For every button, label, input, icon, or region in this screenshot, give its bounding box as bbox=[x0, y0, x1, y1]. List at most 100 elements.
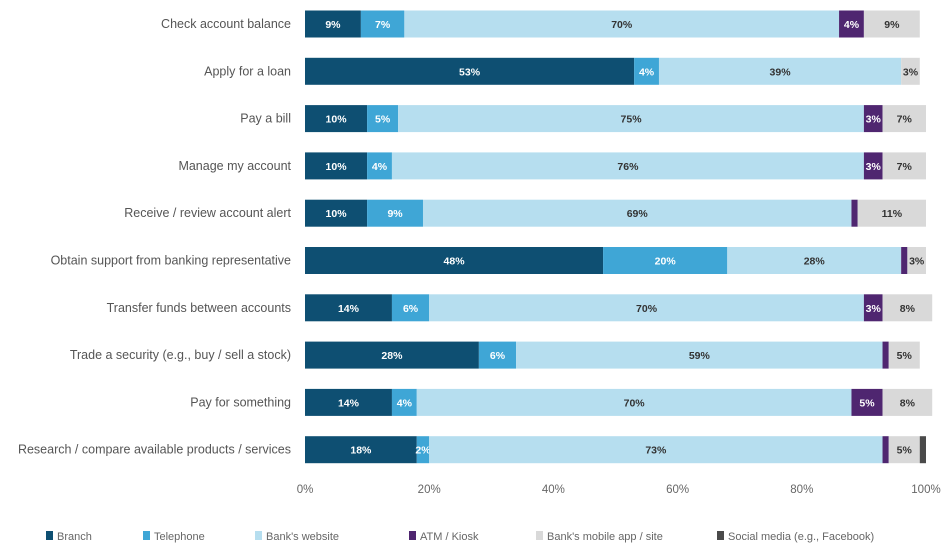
data-label: 7% bbox=[897, 114, 913, 126]
bar-segment bbox=[882, 152, 926, 180]
bar-segment bbox=[888, 341, 920, 369]
bar-segment bbox=[305, 199, 368, 227]
category-label: Receive / review account alert bbox=[124, 206, 291, 220]
data-label: 20% bbox=[655, 256, 677, 268]
category-label: Apply for a loan bbox=[204, 64, 291, 78]
bar-segment bbox=[305, 10, 361, 38]
legend-label: Bank's website bbox=[266, 531, 339, 543]
category-label: Transfer funds between accounts bbox=[107, 301, 291, 315]
data-label: 28% bbox=[804, 256, 826, 268]
legend-label: Branch bbox=[57, 531, 92, 543]
data-label: 3% bbox=[866, 114, 882, 126]
data-label: 10% bbox=[326, 208, 348, 220]
category-label: Research / compare available products / … bbox=[18, 443, 291, 457]
data-label: 7% bbox=[375, 19, 391, 31]
data-label: 75% bbox=[621, 114, 643, 126]
data-label: 5% bbox=[897, 350, 913, 362]
bar-segment bbox=[305, 247, 604, 274]
data-label: 10% bbox=[326, 114, 348, 126]
bar-segment bbox=[907, 247, 926, 274]
category-label: Obtain support from banking representati… bbox=[51, 254, 291, 268]
data-label: 14% bbox=[338, 397, 360, 409]
category-label: Pay for something bbox=[190, 395, 291, 409]
legend-label: Social media (e.g., Facebook) bbox=[728, 531, 874, 543]
bar-segment bbox=[416, 436, 430, 464]
bar-segment bbox=[882, 388, 933, 416]
bar-segment bbox=[367, 199, 423, 227]
data-label: 70% bbox=[636, 303, 658, 315]
data-label: 3% bbox=[866, 161, 882, 173]
data-label: 4% bbox=[844, 19, 860, 31]
bar-segment bbox=[416, 388, 852, 416]
bar-segment bbox=[863, 152, 883, 180]
bar-segment bbox=[305, 57, 635, 85]
x-tick-label: 40% bbox=[542, 484, 565, 496]
bar-segment bbox=[367, 152, 392, 180]
data-label: 3% bbox=[866, 303, 882, 315]
bar-segment bbox=[398, 105, 864, 133]
data-label: 2% bbox=[415, 445, 431, 457]
x-tick-label: 100% bbox=[911, 484, 940, 496]
data-label: 53% bbox=[459, 66, 481, 78]
data-label: 73% bbox=[645, 445, 667, 457]
data-label: 5% bbox=[897, 445, 913, 457]
bar-segment bbox=[727, 247, 902, 274]
legend-swatch bbox=[717, 531, 724, 540]
data-label: 6% bbox=[490, 350, 506, 362]
bar-segment bbox=[305, 341, 479, 369]
bar-segment bbox=[429, 436, 883, 464]
legend-label: Telephone bbox=[154, 531, 205, 543]
bar-segment bbox=[429, 294, 864, 322]
bar-segment bbox=[391, 388, 417, 416]
bar-segment bbox=[901, 247, 908, 274]
data-label: 5% bbox=[859, 397, 875, 409]
legend-swatch bbox=[143, 531, 150, 540]
bar-segment bbox=[888, 436, 920, 464]
data-label: 8% bbox=[900, 303, 916, 315]
x-tick-label: 20% bbox=[418, 484, 441, 496]
bar-segment bbox=[919, 436, 926, 464]
bar-segment bbox=[478, 341, 517, 369]
data-label: 7% bbox=[897, 161, 913, 173]
legend-label: Bank's mobile app / site bbox=[547, 531, 663, 543]
bar-segment bbox=[882, 105, 926, 133]
data-label: 11% bbox=[882, 208, 903, 220]
bar-segment bbox=[305, 152, 368, 180]
data-label: 28% bbox=[381, 350, 403, 362]
data-label: 70% bbox=[611, 19, 633, 31]
bar-segment bbox=[603, 247, 728, 274]
data-label: 70% bbox=[624, 397, 646, 409]
bar-segment bbox=[658, 57, 902, 85]
legend-swatch bbox=[536, 531, 543, 540]
bar-segment bbox=[863, 294, 883, 322]
bar-segment bbox=[863, 10, 920, 38]
data-label: 69% bbox=[627, 208, 649, 220]
category-labels: Check account balance Apply for a loan Pay… bbox=[18, 17, 292, 457]
data-label: 4% bbox=[639, 66, 655, 78]
data-label: 14% bbox=[338, 303, 360, 315]
data-label: 4% bbox=[397, 397, 413, 409]
data-label: 3% bbox=[909, 256, 925, 268]
bar-segment bbox=[391, 152, 864, 180]
x-tick-label: 80% bbox=[790, 484, 813, 496]
x-tick-label: 0% bbox=[297, 484, 314, 496]
bar-segment bbox=[882, 436, 889, 464]
bar-segment bbox=[404, 10, 840, 38]
category-label: Trade a security (e.g., buy / sell a sto… bbox=[70, 348, 291, 362]
x-axis: 0% 20% 40% 60% 80% 100% bbox=[297, 484, 941, 496]
data-label: 5% bbox=[375, 114, 391, 126]
bar-segment bbox=[367, 105, 399, 133]
bar-segment bbox=[863, 105, 883, 133]
x-tick-label: 60% bbox=[666, 484, 689, 496]
bar-segment bbox=[901, 57, 920, 85]
data-label: 4% bbox=[372, 161, 388, 173]
bar-segment bbox=[360, 10, 405, 38]
data-label: 6% bbox=[403, 303, 419, 315]
legend-swatch bbox=[409, 531, 416, 540]
bar-segment bbox=[851, 199, 858, 227]
data-label: 48% bbox=[444, 256, 466, 268]
legend-swatch bbox=[255, 531, 262, 540]
data-label: 76% bbox=[617, 161, 639, 173]
bar-segment bbox=[305, 388, 392, 416]
